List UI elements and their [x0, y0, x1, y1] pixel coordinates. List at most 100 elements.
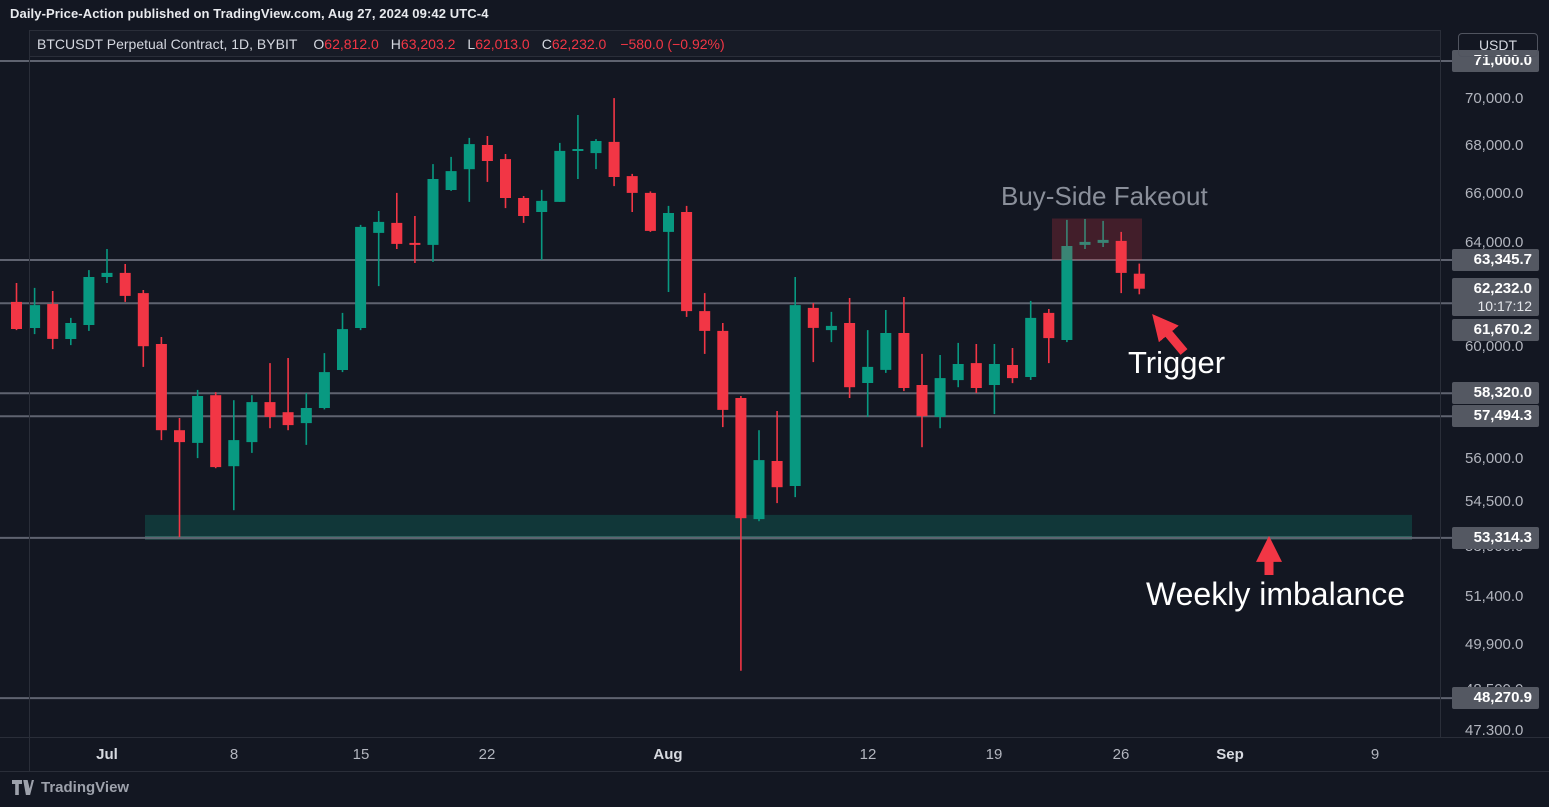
candle: [318, 353, 330, 410]
trigger-arrow: [1152, 314, 1188, 355]
candle: [47, 291, 59, 350]
candle: [572, 115, 584, 179]
candle: [681, 205, 693, 317]
candle: [898, 297, 910, 392]
price-level-label: 63,345.7: [1452, 249, 1539, 271]
time-tick-label: 22: [478, 746, 496, 763]
time-tick-label: 8: [229, 746, 239, 763]
candle: [228, 400, 240, 511]
candle: [1097, 220, 1109, 247]
buy-side-fakeout-box: [1052, 218, 1142, 261]
time-tick-label: Jul: [96, 746, 118, 763]
candle: [500, 154, 511, 209]
ohlc-close: C62,232.0: [541, 35, 607, 52]
price-tick-label: 47.300.0: [1465, 722, 1524, 739]
candle: [608, 98, 620, 187]
candle: [83, 270, 95, 331]
candle: [1133, 263, 1145, 295]
price-tick-label: 54,500.0: [1465, 493, 1524, 510]
candle: [554, 142, 566, 202]
candle: [735, 396, 747, 671]
candle: [590, 139, 602, 170]
candle: [699, 293, 711, 354]
candle: [282, 358, 294, 431]
candle: [210, 392, 222, 469]
price-tick-label: 56,000.0: [1465, 450, 1524, 467]
ohlc-open: O62,812.0: [313, 35, 379, 52]
candle: [753, 430, 765, 522]
candle: [246, 395, 258, 453]
bar-countdown: 10:17:12: [1477, 298, 1533, 314]
tradingview-logo-icon: [12, 780, 34, 795]
candle: [137, 290, 149, 367]
time-tick-label: 9: [1370, 746, 1380, 763]
time-tick-label: Aug: [653, 746, 683, 763]
candle: [518, 196, 530, 223]
change-value: −580.0 (−0.92%): [620, 35, 725, 52]
candle: [300, 393, 312, 445]
price-tick-label: 68,000.0: [1465, 137, 1524, 154]
candle: [789, 277, 801, 498]
symbol-info-bar: BTCUSDT Perpetual Contract, 1D, BYBIT O6…: [29, 30, 1441, 57]
candle: [626, 173, 638, 212]
price-tick-label: 60,000.0: [1465, 338, 1524, 355]
candle: [880, 310, 892, 373]
candle: [1007, 348, 1018, 384]
candle: [174, 418, 185, 538]
price-tick-label: 49,900.0: [1465, 636, 1524, 653]
candle: [970, 344, 982, 393]
candle: [101, 249, 113, 283]
price-level-label: 53,314.3: [1452, 527, 1539, 549]
candle: [409, 216, 421, 263]
candle: [988, 344, 1000, 415]
candle: [1025, 300, 1037, 380]
candle: [825, 311, 837, 343]
candle: [481, 136, 493, 182]
candle: [644, 191, 656, 232]
annotation-weekly-imbalance: Weekly imbalance: [1146, 576, 1406, 612]
candle: [355, 224, 367, 331]
price-level-label: 61,670.2: [1452, 319, 1539, 341]
candle: [663, 205, 674, 292]
candle: [536, 189, 548, 260]
price-tick-label: 64,000.0: [1465, 234, 1524, 251]
candle: [373, 211, 385, 287]
candle: [337, 312, 348, 373]
ohlc-low: L62,013.0: [467, 35, 530, 52]
time-tick-label: Sep: [1216, 746, 1244, 763]
publish-attribution: Daily-Price-Action published on TradingV…: [10, 6, 489, 21]
candle: [916, 353, 928, 448]
time-tick-label: 12: [859, 746, 877, 763]
candle: [934, 355, 946, 429]
ohlc-high: H63,203.2: [390, 35, 456, 52]
candle: [119, 264, 131, 302]
candle: [29, 287, 41, 335]
currency-toggle-button[interactable]: USDT: [1458, 33, 1538, 57]
last-price-label: 62,232.0 10:17:12: [1452, 278, 1539, 316]
candle: [155, 337, 167, 441]
candle: [11, 283, 22, 331]
candle: [1079, 219, 1091, 249]
annotation-buy-side-fakeout: Buy-Side Fakeout: [1001, 181, 1208, 211]
candle: [862, 330, 874, 417]
annotation-trigger: Trigger: [1128, 345, 1226, 380]
weekly-imbalance-zone: [145, 514, 1412, 538]
time-tick-label: 26: [1112, 746, 1130, 763]
candle: [391, 192, 403, 249]
tradingview-logo-text: TradingView: [41, 779, 130, 796]
candle: [952, 342, 964, 388]
price-tick-label: 66,000.0: [1465, 185, 1524, 202]
tradingview-logo[interactable]: TradingView: [12, 779, 129, 796]
candle: [445, 156, 457, 191]
time-tick-label: 19: [985, 746, 1003, 763]
candle: [1061, 219, 1073, 343]
candle: [1115, 231, 1127, 294]
candle: [844, 298, 856, 398]
time-axis[interactable]: Jul 8 15 22 Aug 12 19 26 Sep 9: [0, 737, 1549, 771]
price-tick-label: 51,400.0: [1465, 588, 1524, 605]
candle: [717, 323, 729, 428]
price-axis[interactable]: 70,000.0 68,000.0 66,000.0 64,000.0 60,000.0…: [1440, 0, 1549, 771]
candle: [65, 317, 77, 346]
